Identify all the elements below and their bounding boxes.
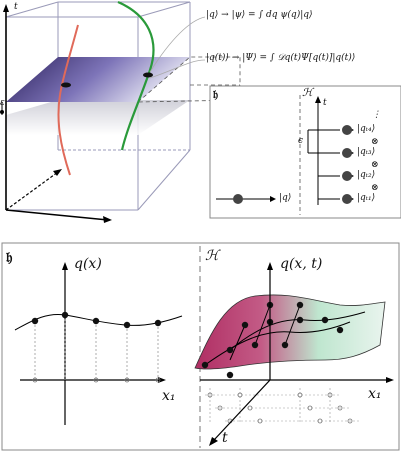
green-worldline	[117, 0, 155, 151]
inset-particles	[233, 125, 352, 204]
bottom-right-x1-label: x₁	[368, 386, 382, 402]
inset-cal-H-label: ℋ	[302, 86, 313, 99]
inset-ket-qt4: |qₜ₄⟩	[357, 124, 376, 134]
inset-ket-qt3: |qₜ₃⟩	[357, 147, 376, 157]
x-axis	[5, 209, 109, 221]
top-epsilon-label: ε	[0, 98, 5, 108]
left-field-curve	[14, 313, 183, 331]
intersection-point-2	[143, 72, 153, 78]
inset-frak-H-label: 𝔥	[213, 88, 219, 101]
inset-otimes-3: ⊗	[371, 183, 379, 193]
particle-qt1	[342, 194, 352, 204]
plane-shadow	[6, 100, 190, 135]
time-slice-dashed-extension	[136, 56, 241, 103]
inset-dots: ⋮	[372, 110, 381, 120]
equation-Psi: |q(t)⟩ → |Ψ⟩ = ∫ 𝒟q(t)Ψ[q(t)]|q(t)⟩	[206, 53, 356, 63]
inset-ket-q: |q⟩	[279, 193, 292, 203]
particle-qt2	[342, 171, 352, 181]
inset-ket-qt1: |qₜ₁⟩	[357, 193, 376, 203]
inset-t-label: t	[323, 98, 327, 108]
inset-ket-qt2: |qₜ₂⟩	[357, 170, 376, 180]
time-slice-plane	[6, 57, 190, 102]
right-field-samples	[201, 301, 344, 379]
bottom-left-frak-H-label: 𝔥	[6, 250, 13, 266]
bottom-right-q-label: q(x, t)	[280, 256, 323, 272]
bottom-right-cal-H-label: ℋ	[205, 248, 219, 264]
y-axis-dashed	[5, 171, 59, 211]
particle-qt4	[342, 125, 352, 135]
inset-epsilon-label: ϵ	[298, 136, 304, 146]
inset-otimes-1: ⊗	[371, 137, 379, 147]
bottom-left-x1-label: x₁	[162, 388, 176, 404]
equation-psi: |q⟩ → |ψ⟩ = ∫ dq ψ(q)|q⟩	[206, 10, 313, 20]
bottom-left-q-label: q(x)	[74, 256, 102, 272]
top-t-axis-label: t	[14, 2, 18, 12]
inset-otimes-2: ⊗	[371, 160, 379, 170]
particle-q	[233, 194, 243, 204]
bottom-right-t-label: t	[222, 430, 228, 446]
intersection-point-1	[61, 82, 71, 88]
right-t-axis	[213, 379, 271, 441]
particle-qt3	[342, 148, 352, 158]
left-field-samples	[31, 311, 162, 383]
red-worldline	[57, 24, 79, 176]
